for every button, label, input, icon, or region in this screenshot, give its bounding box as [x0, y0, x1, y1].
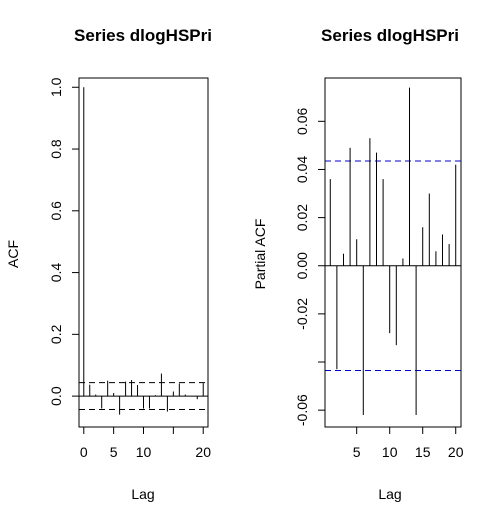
acf-y-tick-label: 0.0 [48, 386, 64, 406]
acf-x-axis: 0 5 10 20 [80, 426, 211, 460]
pacf-confidence-bands [325, 160, 461, 371]
acf-x-tick-label: 20 [195, 444, 211, 460]
pacf-y-tick-label: 0.00 [294, 252, 310, 279]
acf-x-tick-label: 5 [110, 444, 118, 460]
pacf-title: Series dlogHSPri [321, 26, 459, 45]
pacf-x-tick-label: 15 [415, 444, 431, 460]
acf-x-axis-label: Lag [131, 486, 154, 502]
pacf-y-axis-label: Partial ACF [252, 219, 268, 290]
pacf-x-tick-label: 20 [448, 444, 464, 460]
pacf-y-tick-label: -0.06 [294, 394, 310, 426]
acf-y-tick-label: 0.2 [48, 324, 64, 344]
pacf-x-axis-label: Lag [378, 486, 401, 502]
pacf-panel: Series dlogHSPri Lag Partial ACF 5 10 15 20… [252, 26, 464, 502]
acf-y-tick-label: 0.4 [48, 263, 64, 283]
acf-y-tick-label: 1.0 [48, 77, 64, 97]
pacf-plot-frame [324, 77, 462, 428]
pacf-y-tick-label: 0.04 [294, 156, 310, 183]
pacf-x-tick-label: 5 [353, 444, 361, 460]
acf-panel: Series dlogHSPri Lag ACF 0 5 10 20 0.00.20.… [5, 26, 212, 502]
pacf-y-tick-label: 0.02 [294, 204, 310, 231]
acf-plot-frame [78, 77, 209, 428]
pacf-x-axis: 5 10 15 20 [353, 426, 464, 460]
pacf-y-tick-label: -0.02 [294, 298, 310, 330]
pacf-spikes [329, 87, 457, 415]
acf-y-axis: 0.0 0.2 0.4 0.6 0.8 1.0 [48, 77, 80, 406]
acf-title: Series dlogHSPri [74, 26, 212, 45]
acf-spikes [83, 87, 204, 415]
pacf-y-tick-label: 0.06 [294, 107, 310, 134]
acf-x-tick-label: 10 [136, 444, 152, 460]
pacf-x-tick-label: 10 [382, 444, 398, 460]
acf-y-tick-label: 0.6 [48, 201, 64, 221]
pacf-y-axis: -0.06 -0.02 0.00 0.02 0.04 0.06 [294, 107, 326, 426]
acf-y-tick-label: 0.8 [48, 139, 64, 159]
acf-x-tick-label: 0 [80, 444, 88, 460]
acf-y-axis-label: ACF [5, 240, 21, 268]
acf-confidence-bands [79, 382, 208, 411]
